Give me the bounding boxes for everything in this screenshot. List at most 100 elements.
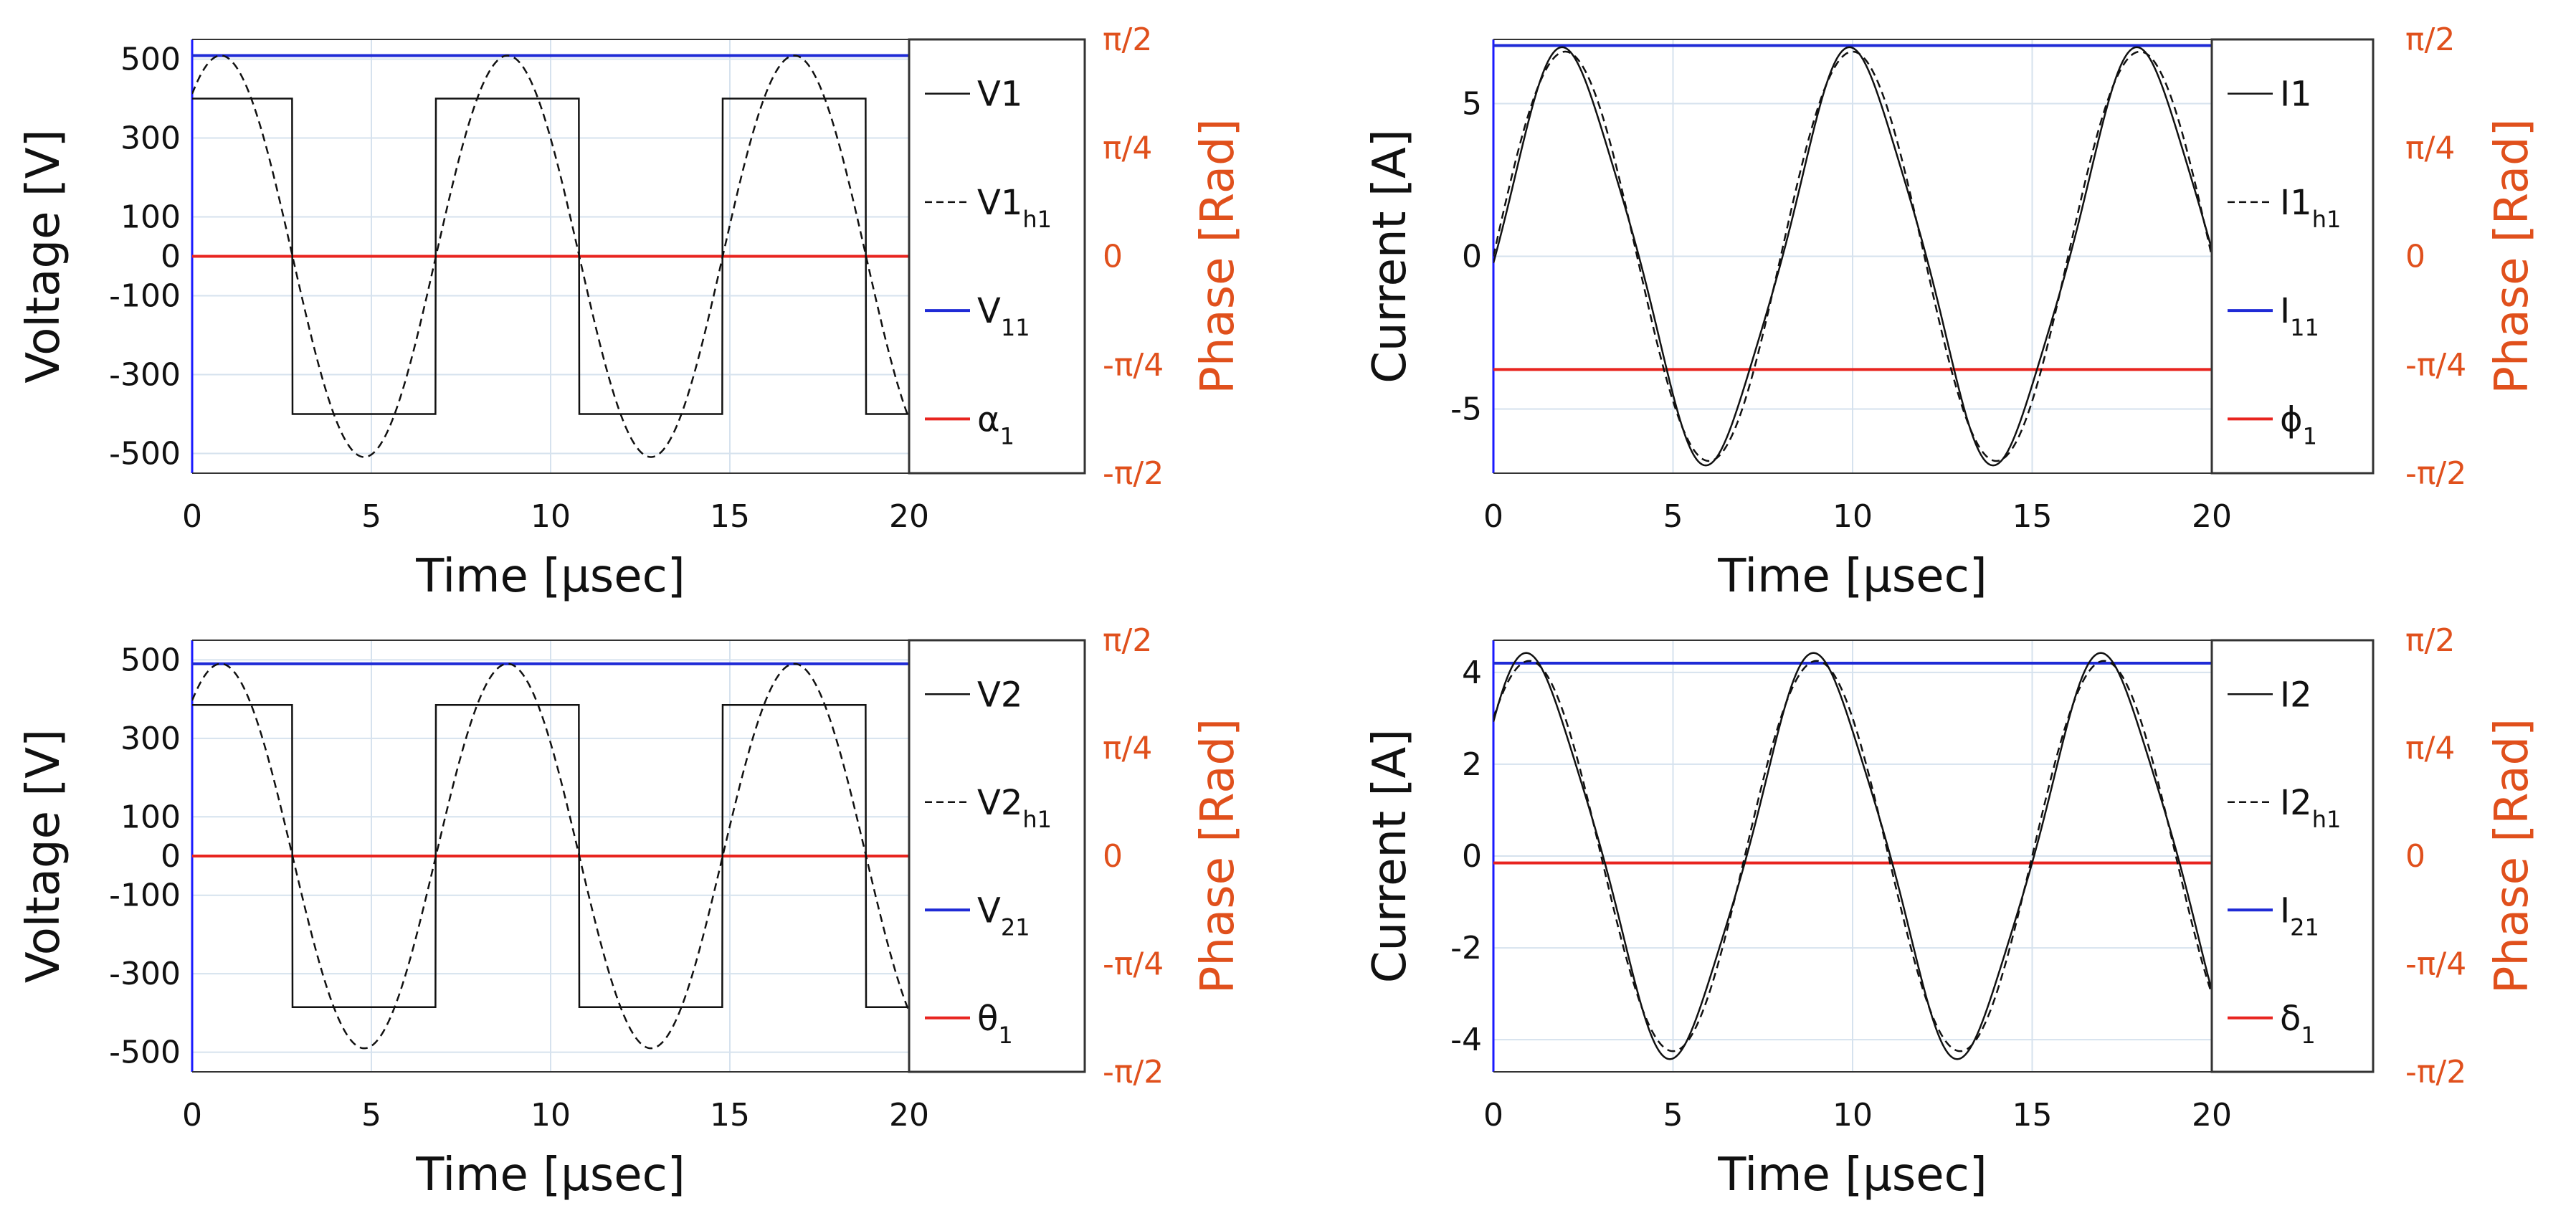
x-tick-label: 0: [1483, 498, 1503, 535]
legend-entry: θ1: [977, 999, 1013, 1049]
legend-entry: I21: [2280, 890, 2319, 941]
phase-tick-label: 0: [1103, 838, 1123, 875]
phase-tick-label: π/4: [1103, 731, 1152, 767]
phase-axis-label: Phase [Rad]: [2486, 718, 2539, 994]
y-tick-label: -500: [109, 436, 181, 472]
y-tick-label: 0: [1462, 838, 1482, 875]
signal-series-line: [192, 704, 909, 1008]
phase-tick-label: -π/4: [2405, 347, 2466, 384]
x-tick-label: 5: [1663, 1097, 1683, 1133]
x-axis-label: Time [μsec]: [415, 550, 685, 603]
y-axis-label: Voltage [V]: [17, 729, 70, 983]
panel-current-1: 0 5 10 15 20 5 0 -5 π/2 π/4 0 -π/4 -π/2 Time [μsec] Cu…: [1364, 22, 2539, 603]
phase-axis-label: Phase [Rad]: [1192, 118, 1245, 394]
x-tick-label: 5: [1663, 498, 1683, 535]
y-tick-label: -500: [109, 1035, 181, 1071]
legend-box: [2210, 38, 2375, 475]
legend-entry: I11: [2280, 291, 2319, 341]
y-tick-label: -2: [1450, 930, 1482, 966]
phase-tick-label: 0: [1103, 239, 1123, 275]
y-tick-label: 100: [120, 199, 181, 236]
legend-entry: V21: [977, 890, 1030, 941]
y-tick-label: -300: [109, 956, 181, 992]
legend-entry: ϕ1: [2280, 399, 2317, 450]
legend-entry: I1h1: [2280, 183, 2341, 233]
phase-tick-label: -π/4: [1103, 347, 1164, 384]
x-axis-label: Time [μsec]: [1717, 550, 1987, 603]
legend-box: [908, 639, 1086, 1073]
signal-series-line: [1493, 46, 2212, 467]
phase-axis-label: Phase [Rad]: [2486, 118, 2539, 394]
phase-tick-label: π/4: [2405, 731, 2455, 767]
x-axis-label: Time [μsec]: [1717, 1149, 1987, 1202]
x-tick-label: 10: [1833, 1097, 1873, 1133]
phase-tick-label: -π/2: [1103, 1054, 1164, 1090]
x-tick-label: 15: [2012, 1097, 2053, 1133]
phase-tick-label: π/2: [1103, 622, 1152, 659]
x-tick-label: 20: [2192, 498, 2232, 535]
series-group: [192, 662, 909, 1050]
legend-entry: I2h1: [2280, 783, 2341, 833]
x-tick-label: 5: [361, 1097, 381, 1133]
signal-series-line: [1493, 652, 2212, 1060]
harmonic-series-line: [1493, 660, 2212, 1052]
x-tick-label: 10: [531, 1097, 571, 1133]
legend-entry: V1: [977, 75, 1022, 115]
y-tick-label: -100: [109, 878, 181, 914]
y-tick-label: 500: [120, 42, 181, 78]
x-tick-label: 20: [889, 1097, 929, 1133]
phase-tick-label: -π/4: [2405, 946, 2466, 983]
y-tick-label: 2: [1462, 746, 1482, 783]
y-axis-label: Current [A]: [1364, 129, 1417, 383]
x-tick-label: 15: [710, 1097, 750, 1133]
x-tick-label: 15: [710, 498, 750, 535]
phase-tick-label: -π/2: [2405, 1054, 2466, 1090]
legend-entry: V11: [977, 291, 1030, 341]
phase-tick-label: -π/4: [1103, 946, 1164, 983]
x-tick-label: 15: [2012, 498, 2053, 535]
y-tick-label: 4: [1462, 655, 1482, 691]
phase-tick-label: π/2: [1103, 22, 1152, 58]
legend-entry: I2: [2280, 675, 2312, 715]
harmonic-series-line: [192, 54, 909, 458]
y-axis-label: Current [A]: [1364, 729, 1417, 983]
legend-entry: V1h1: [977, 183, 1052, 233]
series-group: [192, 54, 909, 458]
x-tick-label: 10: [531, 498, 571, 535]
x-axis-label: Time [μsec]: [415, 1149, 685, 1202]
phase-axis-label: Phase [Rad]: [1192, 718, 1245, 994]
y-axis-label: Voltage [V]: [17, 129, 70, 383]
y-tick-label: 500: [120, 642, 181, 678]
harmonic-series-line: [1493, 50, 2212, 462]
legend-box: [908, 38, 1086, 475]
series-group: [1493, 652, 2212, 1060]
y-tick-label: -4: [1450, 1022, 1482, 1058]
phase-tick-label: -π/2: [1103, 455, 1164, 492]
legend-entry: V2h1: [977, 783, 1052, 833]
y-tick-label: 5: [1462, 85, 1482, 122]
panel-voltage-2: 0 5 10 15 205003001000-100-300-500π/2π/40-π/…: [17, 622, 1245, 1202]
x-tick-label: 20: [2192, 1097, 2232, 1133]
x-tick-label: 10: [1833, 498, 1873, 535]
phase-tick-label: 0: [2405, 239, 2425, 275]
x-tick-label: 0: [182, 498, 202, 535]
x-tick-label: 5: [361, 498, 381, 535]
phase-tick-label: π/2: [2405, 22, 2455, 58]
legend-entry: α1: [977, 399, 1014, 450]
signal-series-line: [192, 98, 909, 415]
y-tick-label: 0: [1462, 239, 1482, 275]
legend-box: [2210, 639, 2375, 1073]
y-tick-label: 0: [161, 838, 181, 875]
x-tick-label: 0: [1483, 1097, 1503, 1133]
legend-entry: V2: [977, 675, 1022, 715]
y-tick-label: 0: [161, 239, 181, 275]
phase-tick-label: -π/2: [2405, 455, 2466, 492]
x-tick-label: 0: [182, 1097, 202, 1133]
series-group: [1493, 44, 2212, 467]
legend-entry: I1: [2280, 75, 2312, 115]
y-tick-label: -5: [1450, 391, 1482, 428]
y-tick-label: -100: [109, 278, 181, 315]
y-tick-label: 100: [120, 799, 181, 835]
